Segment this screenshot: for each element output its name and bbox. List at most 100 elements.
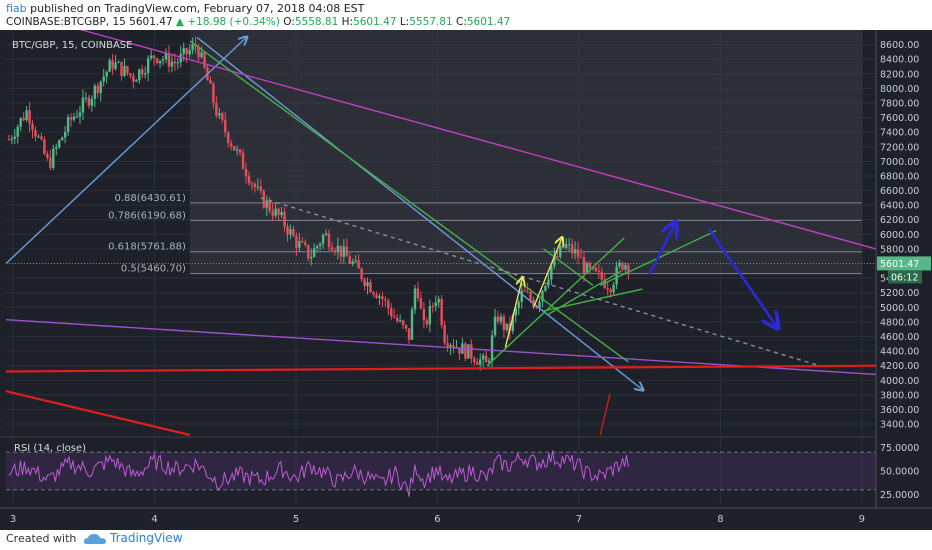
candle-body <box>381 296 384 300</box>
candle-body <box>218 113 221 116</box>
trendline[interactable] <box>504 278 522 348</box>
price-tick-label: 7200.00 <box>880 142 919 153</box>
candle-body <box>271 210 274 216</box>
candle-body <box>446 343 449 347</box>
candle-body <box>431 305 434 307</box>
candle-body <box>567 244 571 246</box>
time-tick-label: 4 <box>151 514 157 525</box>
candle-body <box>247 176 251 184</box>
candle-body <box>490 335 494 361</box>
candle-body <box>339 245 343 257</box>
trendline[interactable] <box>547 270 622 316</box>
candle-body <box>553 255 556 266</box>
candle-body <box>559 245 562 257</box>
fib-level-label: 0.88(6430.61) <box>114 193 186 204</box>
candle-body <box>372 292 375 295</box>
trendline[interactable] <box>599 393 611 436</box>
price-tick-label: 3800.00 <box>880 390 919 401</box>
chart-area[interactable]: 0.88(6430.61) 0.786(6190.68) 0.618(5761.88… <box>0 30 932 530</box>
candle-body <box>280 212 283 216</box>
tradingview-brand[interactable]: TradingView <box>110 531 183 545</box>
candle-body <box>149 55 153 59</box>
rsi-tick-label: 50.0000 <box>880 467 919 478</box>
candle-body <box>467 344 470 359</box>
trendline[interactable] <box>260 197 820 367</box>
candle-body <box>13 136 16 139</box>
candle-body <box>597 271 600 273</box>
candle-body <box>238 149 242 153</box>
candle-body <box>90 98 94 106</box>
candle-body <box>484 355 488 363</box>
candle-body <box>60 137 64 141</box>
candle-body <box>499 316 503 322</box>
candle-body <box>375 294 378 298</box>
rsi-tick-label: 25.0000 <box>880 490 919 501</box>
trendline[interactable] <box>486 237 625 367</box>
candle-body <box>351 261 354 264</box>
candle-body <box>609 289 612 293</box>
open-label: O: <box>283 16 295 28</box>
candle-body <box>307 244 310 259</box>
candle-body <box>102 76 105 82</box>
close-label: C: <box>455 16 467 28</box>
candle-body <box>416 288 420 299</box>
candle-body <box>215 102 218 116</box>
candle-body <box>517 301 520 309</box>
fib-level-label: 0.786(6190.68) <box>108 210 186 221</box>
trendline[interactable] <box>5 364 877 373</box>
trendline[interactable] <box>5 319 877 376</box>
candle-body <box>535 307 538 309</box>
candle-body <box>268 200 271 211</box>
axes[interactable]: 3400.00 3600.00 3800.00 4000.00 4200.00 4400.… <box>0 30 932 530</box>
author-link[interactable]: fiab <box>6 2 27 15</box>
fibonacci-retracement[interactable]: 0.88(6430.61) 0.786(6190.68) 0.618(5761.88… <box>108 30 862 275</box>
candle-body <box>114 62 117 69</box>
candle-body <box>182 48 185 54</box>
candle-body <box>28 110 31 124</box>
candle-body <box>63 131 67 138</box>
trendlines[interactable] <box>5 30 877 437</box>
trendline[interactable] <box>648 223 675 276</box>
trendline[interactable] <box>56 30 877 250</box>
publication-header: fiab published on TradingView.com, Febru… <box>0 0 932 30</box>
symbol-label: COINBASE:BTCGBP, 15 <box>6 16 126 28</box>
candle-body <box>393 316 396 318</box>
up-arrow-icon: ▲ <box>175 16 184 28</box>
candle-body <box>378 296 381 298</box>
trendline[interactable] <box>543 248 594 286</box>
candle-body <box>31 123 34 131</box>
fib-level-label: 0.618(5761.88) <box>108 242 186 253</box>
candle-body <box>544 285 547 291</box>
candle-body <box>585 263 589 274</box>
candle-body <box>173 61 177 64</box>
trendline[interactable] <box>196 36 643 389</box>
candle-body <box>369 282 372 293</box>
trendline[interactable] <box>5 390 191 437</box>
price-tick-label: 4000.00 <box>880 376 919 387</box>
candle-body <box>81 97 85 113</box>
trendline[interactable] <box>5 37 246 265</box>
tradingview-logo-icon <box>84 534 106 544</box>
candle-body <box>111 60 114 69</box>
price-tick-label: 4200.00 <box>880 361 919 372</box>
candle-body <box>449 345 452 347</box>
candle-body <box>621 262 624 270</box>
candle-body <box>295 235 298 248</box>
price-tick-label: 6200.00 <box>880 215 919 226</box>
candle-body <box>256 186 260 188</box>
price-chart[interactable]: 0.88(6430.61) 0.786(6190.68) 0.618(5761.88… <box>0 30 932 530</box>
price-tick-label: 8400.00 <box>880 55 919 66</box>
candle-body <box>224 119 227 133</box>
trendline[interactable] <box>708 228 777 327</box>
candle-body <box>185 48 188 55</box>
candle-body <box>146 58 150 74</box>
trendline[interactable] <box>533 238 562 308</box>
time-tick-label: 3 <box>10 514 16 525</box>
candle-body <box>526 291 529 293</box>
candle-body <box>538 301 541 308</box>
candle-body <box>407 328 411 340</box>
candle-body <box>289 229 292 235</box>
candle-body <box>221 113 224 120</box>
candle-body <box>327 233 331 248</box>
candle-body <box>49 157 52 168</box>
